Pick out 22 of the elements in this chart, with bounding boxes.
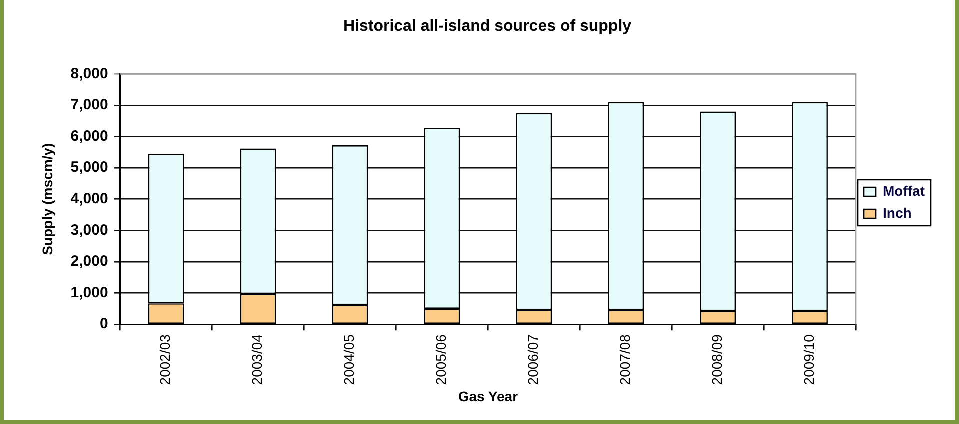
y-tick-label: 0 [100, 316, 108, 333]
y-tick-label: 6,000 [70, 128, 108, 145]
chart-title: Historical all-island sources of supply [343, 18, 632, 36]
y-tick-label: 1,000 [70, 284, 108, 302]
y-tick-label: 3,000 [70, 222, 108, 239]
legend-label: Inch [883, 204, 912, 221]
x-tick-label: 2008/09 [708, 334, 725, 386]
x-tick-label: 2004/05 [341, 334, 358, 386]
x-tick-label: 2006/07 [525, 334, 542, 386]
x-tick-label: 2009/10 [800, 334, 817, 386]
x-tick-label: 2003/04 [249, 334, 266, 386]
y-axis-title: Supply (mscm/y) [39, 143, 56, 256]
y-tick-label: 8,000 [70, 65, 108, 82]
y-tick-label: 4,000 [70, 190, 108, 208]
y-tick-label: 2,000 [70, 253, 108, 270]
y-tick-label: 5,000 [70, 159, 108, 176]
x-tick-label: 2005/06 [433, 334, 450, 386]
x-tick-label: 2002/03 [157, 334, 174, 386]
x-tick-label: 2007/08 [616, 334, 633, 386]
y-tick-label: 7,000 [70, 96, 108, 114]
legend-label: Moffat [883, 182, 926, 199]
x-axis-title: Gas Year [458, 388, 519, 404]
